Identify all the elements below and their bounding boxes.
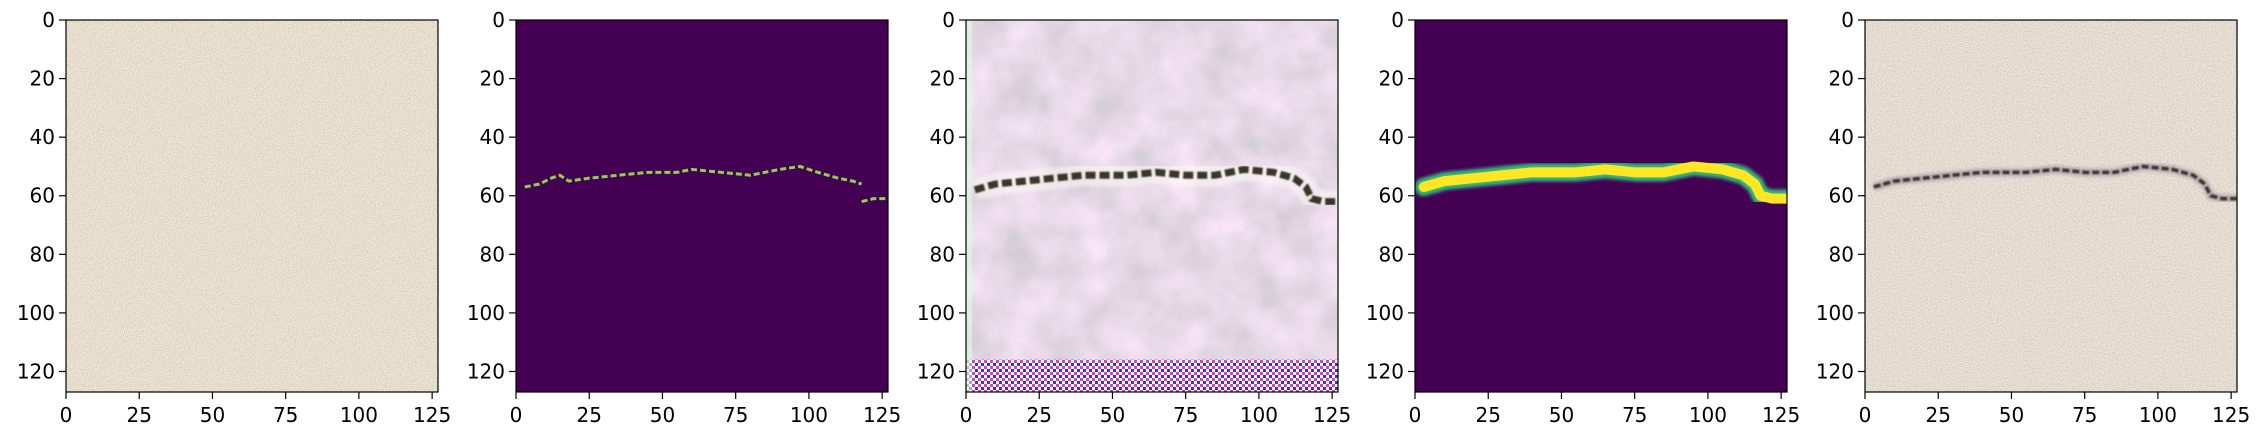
panel-original-texture: 0 25 50 75 100 125 0 20 40 60 80 100 120 (17, 8, 451, 427)
y-tick-label: 0 (1391, 8, 1404, 32)
x-tick-label: 0 (960, 403, 973, 427)
y-tick-label: 40 (30, 125, 55, 149)
x-tick-label: 0 (60, 403, 73, 427)
y-tick-label: 20 (30, 67, 55, 91)
y-tick-label: 0 (1841, 8, 1854, 32)
x-tick-label: 125 (1762, 403, 1800, 427)
y-tick-label: 120 (17, 359, 55, 383)
x-tick-label: 50 (1999, 403, 2024, 427)
y-tick-label: 20 (930, 67, 955, 91)
image-area (516, 20, 888, 392)
texture-noise (966, 20, 1338, 392)
x-tick-label: 0 (510, 403, 523, 427)
y-tick-label: 60 (30, 184, 55, 208)
y-tick-label: 40 (930, 125, 955, 149)
crack-mask-tail (861, 197, 888, 204)
y-tick-label: 60 (930, 184, 955, 208)
y-tick-label: 100 (467, 301, 505, 325)
image-area (1865, 20, 2237, 392)
axes-frame (65, 19, 439, 393)
x-tick-label: 75 (1622, 403, 1647, 427)
y-tick-label: 100 (1816, 301, 1854, 325)
y-tick-label: 20 (480, 67, 505, 91)
y-tick-label: 0 (942, 8, 955, 32)
x-tick-label: 25 (1926, 403, 1951, 427)
x-tick-label: 0 (1859, 403, 1872, 427)
x-tick-label: 75 (723, 403, 748, 427)
x-tick-label: 75 (2072, 403, 2097, 427)
y-tick-label: 0 (492, 8, 505, 32)
x-tick-label: 0 (1409, 403, 1422, 427)
image-area (66, 20, 438, 392)
texture-noise (66, 20, 438, 392)
y-tick-label: 40 (1829, 125, 1854, 149)
y-tick-label: 80 (480, 242, 505, 266)
panel-generated-texture: 0 25 50 75 100 125 0 20 40 60 80 100 120 (917, 8, 1351, 427)
x-tick-label: 25 (577, 403, 602, 427)
y-tick-label: 80 (1379, 242, 1404, 266)
x-tick-label: 25 (1027, 403, 1052, 427)
x-tick-label: 25 (1476, 403, 1501, 427)
x-tick-label: 75 (1173, 403, 1198, 427)
image-area (966, 20, 1338, 392)
panel-thin-crack-mask: 0 25 50 75 100 125 0 20 40 60 80 100 120 (467, 8, 901, 427)
mask-background (1415, 20, 1787, 392)
x-tick-label: 50 (1100, 403, 1125, 427)
x-tick-label: 25 (127, 403, 152, 427)
x-tick-label: 100 (2139, 403, 2177, 427)
x-tick-label: 125 (863, 403, 901, 427)
x-tick-label: 100 (340, 403, 378, 427)
x-tick-label: 100 (1240, 403, 1278, 427)
y-tick-label: 100 (17, 301, 55, 325)
x-tick-label: 75 (273, 403, 298, 427)
x-tick-label: 125 (2212, 403, 2250, 427)
crack-line (973, 165, 1338, 206)
texture-noise (1865, 20, 2237, 392)
crack-mask-core (1418, 161, 1787, 204)
y-tick-label: 100 (1366, 301, 1404, 325)
y-tick-label: 20 (1379, 67, 1404, 91)
x-tick-label: 50 (650, 403, 675, 427)
panel-blended-output: 0 25 50 75 100 125 0 20 40 60 80 100 120 (1816, 8, 2250, 427)
x-tick-label: 100 (1689, 403, 1727, 427)
axes-frame (965, 19, 1339, 393)
edge-artifact (966, 20, 972, 392)
image-area (1415, 20, 1787, 392)
y-tick-label: 80 (930, 242, 955, 266)
x-tick-label: 50 (200, 403, 225, 427)
y-tick-label: 60 (1829, 184, 1854, 208)
y-tick-label: 60 (480, 184, 505, 208)
y-tick-label: 80 (30, 242, 55, 266)
y-tick-label: 120 (1816, 359, 1854, 383)
x-tick-label: 125 (1313, 403, 1351, 427)
y-tick-label: 40 (480, 125, 505, 149)
y-tick-label: 80 (1829, 242, 1854, 266)
x-tick-label: 125 (413, 403, 451, 427)
panel-dilated-crack-mask: 0 25 50 75 100 125 0 20 40 60 80 100 120 (1366, 8, 1800, 427)
y-tick-label: 120 (467, 359, 505, 383)
y-tick-label: 40 (1379, 125, 1404, 149)
mask-background (516, 20, 888, 392)
y-tick-label: 60 (1379, 184, 1404, 208)
y-tick-label: 0 (42, 8, 55, 32)
axes-frame (1864, 19, 2238, 393)
y-tick-label: 100 (917, 301, 955, 325)
crack-mask-line (524, 164, 863, 189)
x-tick-label: 100 (790, 403, 828, 427)
y-tick-label: 120 (917, 359, 955, 383)
axes-frame (515, 19, 889, 393)
checkerboard-artifact (966, 359, 1338, 392)
axes-frame (1414, 19, 1788, 393)
x-tick-label: 50 (1549, 403, 1574, 427)
y-tick-label: 120 (1366, 359, 1404, 383)
y-tick-label: 20 (1829, 67, 1854, 91)
crack-line (1873, 164, 2237, 201)
